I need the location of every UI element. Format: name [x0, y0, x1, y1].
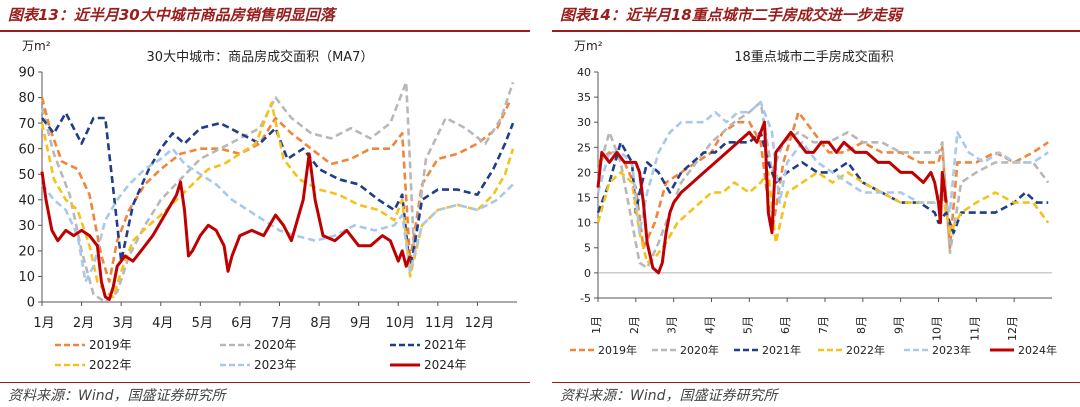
y-tick-label: 5: [584, 242, 591, 255]
right-line-chart: 18重点城市二手房成交面积 万m² -5 0 5 10 15 20 25 30 35 40 1月 2月 3月…: [570, 39, 1057, 357]
legend-label-2023年: 2023年: [932, 343, 971, 357]
x-tick-label: 5月: [192, 316, 213, 331]
y-tick-label: 0: [27, 296, 35, 311]
left-title-rule: [0, 30, 530, 32]
y-tick-label: 40: [18, 193, 35, 208]
left-line-chart: 30大中城市：商品房成交面积（MA7） 万m² 0 10 20 30 40 50 60 70 80 9…: [18, 39, 517, 372]
right-source-note: 资料来源：Wind，国盛证券研究所: [560, 388, 778, 404]
y-tick-label: -5: [580, 292, 591, 305]
right-source-rule: [552, 382, 1080, 383]
legend-label-2019年: 2019年: [598, 343, 637, 357]
x-tick-label: 4月: [152, 316, 173, 331]
y-tick-label: 25: [577, 141, 591, 154]
x-tick-label: 8月: [310, 316, 331, 331]
y-tick-label: 0: [584, 267, 591, 280]
x-tick-label: 5月: [741, 316, 754, 334]
x-tick-label: 8月: [855, 316, 868, 334]
left-source-note: 资料来源：Wind，国盛证券研究所: [8, 388, 226, 404]
y-tick-label: 10: [577, 217, 591, 230]
x-tick-label: 11月: [425, 316, 455, 331]
left-source-rule: [0, 382, 530, 383]
y-axis-unit-label: 万m²: [22, 39, 51, 53]
right-figure-title: 图表14：近半月18重点城市二手房成交进一步走弱: [560, 6, 902, 24]
x-tick-label: 4月: [704, 316, 717, 334]
x-tick-label: 12月: [1006, 316, 1019, 341]
right-figure-panel: 图表14：近半月18重点城市二手房成交进一步走弱 18重点城市二手房成交面积 万m…: [552, 0, 1080, 407]
x-tick-label: 7月: [271, 316, 292, 331]
y-tick-label: 40: [577, 66, 591, 79]
x-tick-label: 3月: [113, 316, 134, 331]
legend-label-2023年: 2023年: [254, 358, 297, 372]
y-tick-label: 20: [577, 166, 591, 179]
legend-label-2022年: 2022年: [89, 358, 132, 372]
y-tick-label: 30: [577, 116, 591, 129]
legend-label-2020年: 2020年: [680, 343, 719, 357]
x-tick-label: 10月: [385, 316, 415, 331]
series-line-2023年: [596, 100, 1049, 234]
chart-title: 30大中城市：商品房成交面积（MA7）: [147, 49, 374, 65]
y-tick-label: 10: [18, 270, 35, 285]
y-tick-label: 20: [18, 245, 35, 260]
y-tick-label: 15: [577, 192, 591, 205]
legend-label-2021年: 2021年: [424, 338, 467, 352]
y-tick-label: 80: [18, 91, 35, 106]
left-figure-title: 图表13：近半月30大中城市商品房销售明显回落: [8, 6, 335, 24]
x-tick-label: 12月: [465, 316, 495, 331]
series-line-2022年: [596, 171, 1050, 265]
legend-label-2022年: 2022年: [846, 343, 885, 357]
x-tick-label: 11月: [968, 316, 981, 341]
x-tick-label: 2月: [73, 316, 94, 331]
legend-label-2021年: 2021年: [762, 343, 801, 357]
series-line-2020年: [596, 100, 1050, 270]
x-tick-label: 7月: [817, 316, 830, 334]
x-tick-label: 6月: [779, 316, 792, 334]
legend-label-2024年: 2024年: [1018, 343, 1057, 357]
x-tick-label: 1月: [590, 316, 603, 334]
series-line-2022年: [40, 101, 515, 299]
x-tick-label: 2月: [628, 316, 641, 334]
series-line-2021年: [596, 131, 1049, 234]
x-tick-label: 1月: [33, 316, 54, 331]
x-tick-label: 9月: [350, 316, 371, 331]
series-line-2019年: [597, 110, 1049, 250]
y-tick-label: 30: [18, 219, 35, 234]
y-axis-unit-label: 万m²: [574, 39, 603, 53]
legend-label-2019年: 2019年: [89, 338, 132, 352]
x-tick-label: 3月: [666, 316, 679, 334]
legend-label-2024年: 2024年: [424, 358, 467, 372]
x-tick-label: 6月: [231, 316, 252, 331]
y-tick-label: 90: [18, 66, 35, 81]
y-tick-label: 35: [577, 91, 591, 104]
x-tick-label: 10月: [931, 316, 944, 341]
chart-title: 18重点城市二手房成交面积: [734, 49, 894, 65]
y-tick-label: 60: [18, 142, 35, 157]
y-tick-label: 70: [18, 117, 35, 132]
legend-label-2020年: 2020年: [254, 338, 297, 352]
left-figure-panel: 图表13：近半月30大中城市商品房销售明显回落 30大中城市：商品房成交面积（M…: [0, 0, 530, 407]
right-title-rule: [552, 30, 1080, 32]
x-tick-label: 9月: [893, 316, 906, 334]
series-line-2024年: [596, 120, 948, 275]
y-tick-label: 50: [18, 168, 35, 183]
series-line-2024年: [40, 152, 412, 301]
